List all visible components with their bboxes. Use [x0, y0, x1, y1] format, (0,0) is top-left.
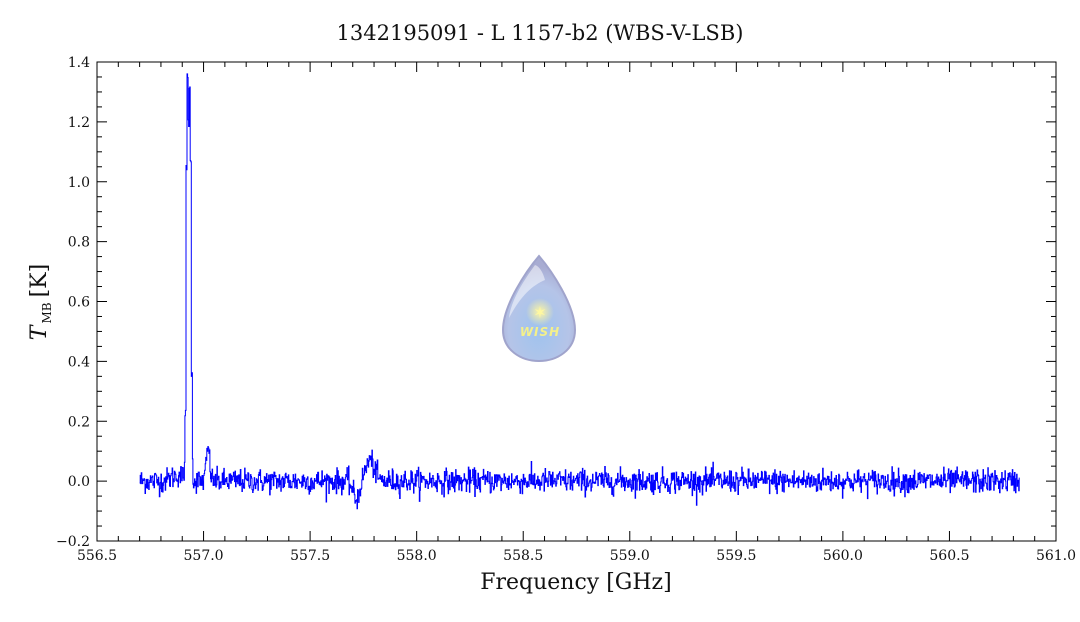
x-tick-label: 559.0	[610, 548, 650, 564]
x-tick-label: 557.5	[290, 548, 330, 564]
chart-title: 1342195091 - L 1157-b2 (WBS-V-LSB)	[337, 21, 744, 45]
x-tick-label: 559.5	[716, 548, 756, 564]
x-tick-label: 561.0	[1036, 548, 1076, 564]
x-tick-label: 560.0	[823, 548, 863, 564]
x-tick-label: 558.5	[503, 548, 543, 564]
y-tick-label: 0.4	[68, 354, 90, 370]
plot-frame	[96, 61, 1057, 542]
y-tick-label: 0.8	[68, 235, 90, 251]
x-tick-label: 556.5	[77, 548, 117, 564]
y-tick-label: 0.0	[68, 474, 90, 490]
x-tick-label: 560.5	[929, 548, 969, 564]
y-tick-label: 0.2	[68, 414, 90, 430]
y-tick-label: 0.6	[68, 295, 90, 311]
x-axis-label: Frequency [GHz]	[480, 570, 672, 595]
y-axis-label: TMB[K]	[27, 264, 54, 340]
logo-text: WISH	[520, 325, 560, 339]
y-tick-label: 1.2	[68, 115, 90, 131]
wish-logo: ✶ WISH	[501, 254, 577, 363]
spectrum-line	[139, 73, 1020, 510]
svg-text:✶: ✶	[533, 303, 546, 322]
y-tick-label: 1.0	[68, 175, 90, 191]
y-tick-label: 1.4	[68, 55, 90, 71]
x-tick-label: 557.0	[184, 548, 224, 564]
y-tick-label: −0.2	[56, 534, 90, 550]
x-tick-label: 558.0	[397, 548, 437, 564]
